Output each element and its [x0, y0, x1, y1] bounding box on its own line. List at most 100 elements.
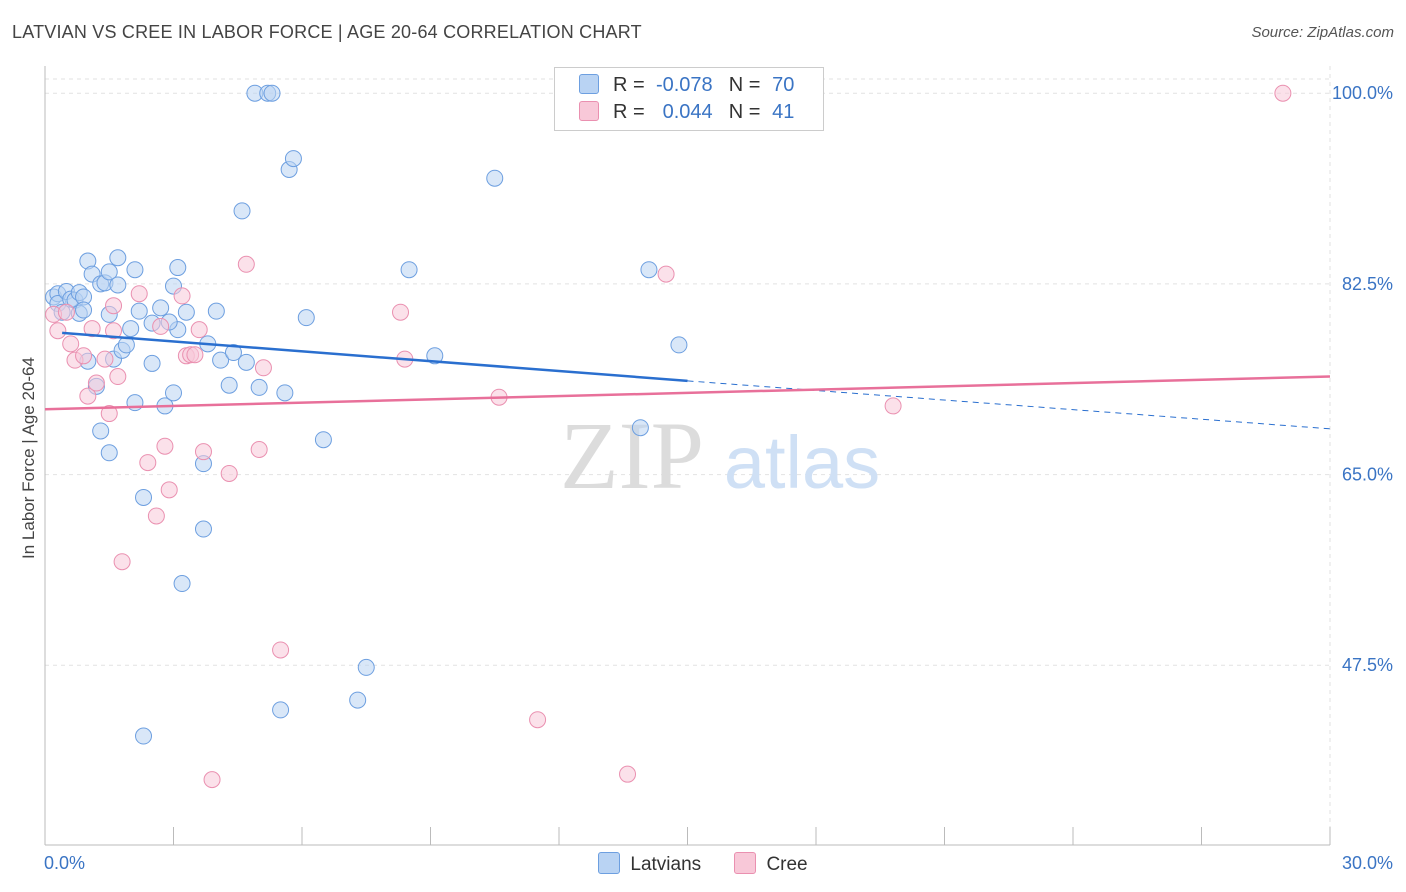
cree-point — [105, 322, 123, 340]
chart-title: LATVIAN VS CREE IN LABOR FORCE | AGE 20-… — [12, 22, 642, 42]
latvians-point — [75, 301, 93, 319]
cree-point — [62, 335, 80, 353]
series-legend: Latvians Cree — [0, 852, 1406, 878]
latvians-n-value: 70 — [772, 74, 795, 96]
cree-point — [160, 481, 178, 499]
cree-point — [83, 320, 101, 338]
legend-label-cree: Cree — [766, 854, 808, 875]
latvians-point — [640, 261, 658, 279]
points-layer — [45, 84, 1292, 789]
legend-label-latvians: Latvians — [630, 854, 702, 875]
y-tick-label: 100.0% — [1332, 83, 1393, 103]
cree-swatch-icon — [579, 101, 599, 121]
legend-item-latvians[interactable]: Latvians — [598, 852, 701, 876]
latvians-point — [130, 302, 148, 320]
cree-point — [173, 287, 191, 305]
latvians-n-label: N = — [728, 74, 761, 96]
latvians-point — [109, 249, 127, 267]
y-tick-label: 47.5% — [1342, 655, 1393, 675]
cree-point — [96, 350, 114, 368]
cree-point — [884, 397, 902, 415]
cree-point — [139, 454, 157, 472]
x-tick-label: 30.0% — [1342, 853, 1393, 873]
latvians-point — [400, 261, 418, 279]
cree-point — [186, 346, 204, 364]
latvians-legend-swatch-icon — [598, 852, 621, 874]
latvians-trend-line — [62, 331, 688, 383]
cree-point — [156, 437, 174, 455]
latvians-point — [92, 422, 110, 440]
latvians-r-value: -0.078 — [655, 74, 713, 96]
legend-item-cree[interactable]: Cree — [734, 852, 808, 876]
trend-layer — [44, 331, 1331, 430]
cree-point — [113, 553, 131, 571]
latvians-point — [220, 376, 238, 394]
legend-row-cree: R = 0.044 N = 41 — [579, 101, 794, 127]
latvians-point — [284, 150, 302, 168]
cree-point — [254, 359, 272, 377]
cree-point — [79, 387, 97, 405]
latvians-point — [237, 353, 255, 371]
latvians-point — [135, 727, 153, 745]
latvians-point — [224, 344, 242, 362]
latvians-point — [173, 575, 191, 593]
latvians-point — [100, 263, 118, 281]
cree-point — [152, 317, 170, 335]
cree-legend-swatch-icon — [734, 852, 757, 874]
latvians-point — [486, 169, 504, 187]
latvians-point — [165, 384, 182, 402]
latvians-point — [426, 347, 444, 365]
cree-n-value: 41 — [772, 101, 795, 123]
cree-point — [203, 771, 221, 789]
cree-point — [105, 297, 123, 315]
cree-r-label: R = — [613, 101, 645, 123]
cree-point — [1274, 84, 1292, 102]
latvians-point — [314, 431, 332, 449]
latvians-point — [631, 419, 649, 437]
cree-trend-line — [44, 375, 1331, 411]
latvians-point — [194, 520, 212, 538]
source-label: Source: ZipAtlas.com — [1251, 24, 1394, 41]
cree-point — [130, 285, 148, 303]
latvians-point — [152, 299, 170, 317]
cree-point — [109, 368, 127, 386]
y-tick-label: 65.0% — [1342, 465, 1393, 485]
latvians-swatch-icon — [579, 74, 599, 94]
cree-point — [57, 303, 75, 321]
latvians-point — [143, 354, 161, 372]
cree-point — [190, 321, 208, 339]
watermark-zip: ZIP — [560, 402, 704, 509]
cree-point — [250, 441, 268, 459]
latvians-point — [670, 336, 688, 354]
latvians-point — [126, 261, 144, 279]
cree-point — [657, 265, 675, 283]
y-tick-label: 82.5% — [1342, 274, 1393, 294]
cree-n-label: N = — [728, 101, 761, 123]
latvians-point — [349, 691, 367, 709]
latvians-point — [250, 378, 268, 396]
latvians-point — [207, 302, 225, 320]
cree-point — [75, 347, 93, 365]
cree-point — [100, 405, 118, 423]
latvians-point — [233, 202, 251, 220]
legend-row-latvians: R = -0.078 N = 70 — [579, 74, 794, 100]
latvians-point — [122, 320, 140, 338]
watermark-atlas: atlas — [724, 421, 880, 504]
cree-point — [529, 711, 547, 729]
latvians-point — [135, 488, 153, 506]
latvians-point — [109, 276, 127, 294]
cree-point — [392, 303, 410, 321]
y-axis-label: In Labor Force | Age 20-64 — [19, 357, 38, 559]
cree-point — [147, 507, 165, 525]
latvians-point — [357, 658, 375, 676]
cree-point — [619, 765, 637, 783]
cree-point — [194, 443, 212, 461]
x-tick-label: 0.0% — [44, 853, 85, 873]
latvians-point — [272, 701, 290, 719]
cree-point — [87, 374, 105, 392]
latvians-trend-extension — [687, 380, 1331, 430]
latvians-point — [263, 84, 281, 102]
latvians-point — [177, 303, 195, 321]
latvians-point — [297, 309, 315, 327]
